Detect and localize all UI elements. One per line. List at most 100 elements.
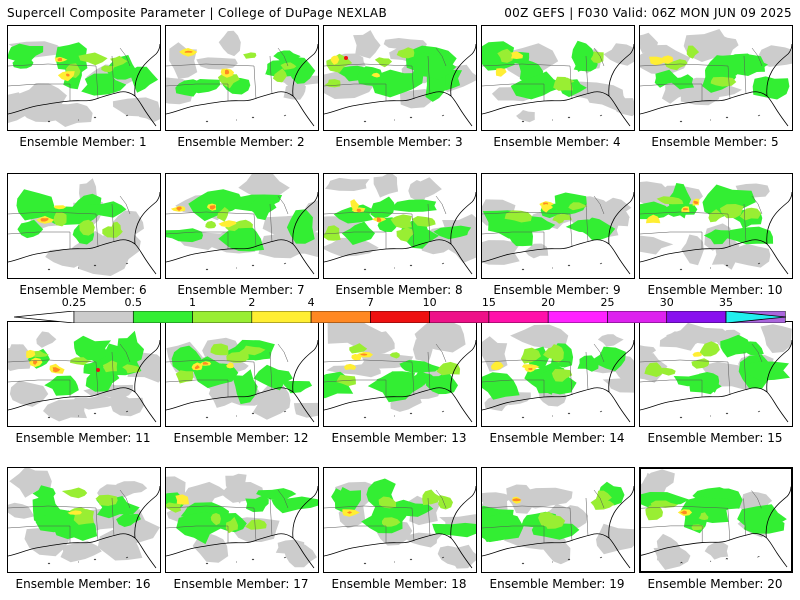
colorbar-tick-label: 10	[422, 296, 437, 309]
ensemble-panel-10[interactable]	[639, 173, 793, 279]
colorbar-segment	[607, 310, 668, 324]
islands	[47, 262, 129, 271]
coastline	[324, 43, 476, 127]
ensemble-panel-5[interactable]	[639, 25, 793, 131]
colorbar-tick-label: 4	[307, 296, 315, 309]
ensemble-panel-4[interactable]	[481, 25, 635, 131]
coastline	[482, 485, 634, 569]
islands	[679, 114, 761, 123]
ensemble-panel-7[interactable]	[165, 173, 319, 279]
state-borders	[482, 343, 605, 397]
colorbar-segment	[370, 310, 430, 324]
ensemble-panel-13[interactable]	[323, 321, 477, 427]
ensemble-panel-17[interactable]	[165, 467, 319, 573]
map-canvas	[8, 41, 160, 127]
ensemble-member-caption: Ensemble Member: 19	[489, 577, 625, 591]
coastline	[640, 191, 792, 275]
map-canvas	[166, 30, 318, 127]
page-title: Supercell Composite Parameter | College …	[7, 6, 387, 20]
coastline	[640, 43, 792, 127]
ensemble-panel-18[interactable]	[323, 467, 477, 573]
ensemble-member-caption: Ensemble Member: 15	[647, 431, 783, 445]
islands	[521, 114, 603, 123]
field-shading	[331, 478, 476, 569]
ensemble-member-caption: Ensemble Member: 8	[335, 283, 463, 297]
ensemble-member-caption: Ensemble Member: 16	[15, 577, 151, 591]
state-borders	[482, 195, 605, 249]
state-borders	[8, 195, 131, 249]
ensemble-panel-12[interactable]	[165, 321, 319, 427]
state-borders	[166, 195, 289, 249]
colorbar-svg	[13, 310, 787, 324]
map-canvas	[482, 324, 634, 423]
ensemble-panel-8[interactable]	[323, 173, 477, 279]
field-shading	[482, 481, 634, 565]
map-canvas	[640, 181, 792, 275]
field-shading	[482, 324, 634, 412]
field-shading	[324, 30, 476, 109]
islands	[680, 556, 760, 564]
state-borders	[8, 489, 131, 543]
coastline	[482, 191, 634, 275]
ensemble-member-caption: Ensemble Member: 13	[331, 431, 467, 445]
state-borders	[324, 489, 447, 543]
ensemble-member-caption: Ensemble Member: 9	[493, 283, 621, 297]
map-canvas	[641, 469, 791, 570]
ensemble-panel-15[interactable]	[639, 321, 793, 427]
colorbar-segment	[192, 310, 253, 324]
state-borders	[482, 47, 605, 101]
colorbar-segment	[310, 310, 371, 324]
ensemble-member-caption: Ensemble Member: 3	[335, 135, 463, 149]
field-shading	[8, 41, 160, 127]
ensemble-panel-3[interactable]	[323, 25, 477, 131]
islands	[679, 410, 761, 419]
field-shading	[16, 178, 144, 276]
ensemble-panel-9[interactable]	[481, 173, 635, 279]
map-canvas	[324, 174, 476, 275]
state-borders	[640, 195, 763, 249]
ensemble-member-caption: Ensemble Member: 17	[173, 577, 309, 591]
colorbar-tick-label: 20	[541, 296, 556, 309]
ensemble-member-caption: Ensemble Member: 12	[173, 431, 309, 445]
coastline	[8, 485, 160, 569]
colorbar-tick-label: 35	[719, 296, 733, 309]
islands	[205, 114, 287, 123]
map-canvas	[166, 473, 318, 569]
field-shading	[166, 473, 318, 568]
ensemble-panel-19[interactable]	[481, 467, 635, 573]
ensemble-member-caption: Ensemble Member: 20	[647, 577, 783, 591]
ensemble-member-caption: Ensemble Member: 2	[177, 135, 305, 149]
islands	[205, 410, 287, 419]
ensemble-member-caption: Ensemble Member: 5	[651, 135, 779, 149]
coastline	[482, 43, 634, 127]
ensemble-panel-16[interactable]	[7, 467, 161, 573]
ensemble-member-caption: Ensemble Member: 7	[177, 283, 305, 297]
ensemble-panel-14[interactable]	[481, 321, 635, 427]
colorbar-segment	[547, 310, 608, 324]
coastline	[324, 339, 476, 423]
colorbar-tick-label: 15	[481, 296, 496, 309]
ensemble-member-caption: Ensemble Member: 4	[493, 135, 621, 149]
ensemble-member-caption: Ensemble Member: 6	[19, 283, 147, 297]
colorbar-left-arrow	[13, 310, 75, 324]
islands	[363, 410, 445, 419]
map-canvas	[324, 322, 476, 423]
coastline	[166, 43, 318, 127]
ensemble-panel-20[interactable]	[639, 467, 793, 573]
coastline	[324, 485, 476, 569]
ensemble-panel-11[interactable]	[7, 321, 161, 427]
colorbar-tick-label: 0.5	[124, 296, 143, 309]
colorbar-tick-label: 7	[366, 296, 374, 309]
coastline	[324, 191, 476, 275]
map-canvas	[166, 174, 318, 275]
coastline	[640, 339, 792, 423]
field-shading	[482, 40, 634, 123]
coastline	[482, 339, 634, 423]
map-canvas	[8, 468, 160, 569]
ensemble-panel-1[interactable]	[7, 25, 161, 131]
coastline	[8, 191, 160, 275]
ensemble-panel-6[interactable]	[7, 173, 161, 279]
coastline	[641, 486, 791, 568]
ensemble-panel-2[interactable]	[165, 25, 319, 131]
colorbar-tick-label: 0.25	[61, 296, 87, 309]
